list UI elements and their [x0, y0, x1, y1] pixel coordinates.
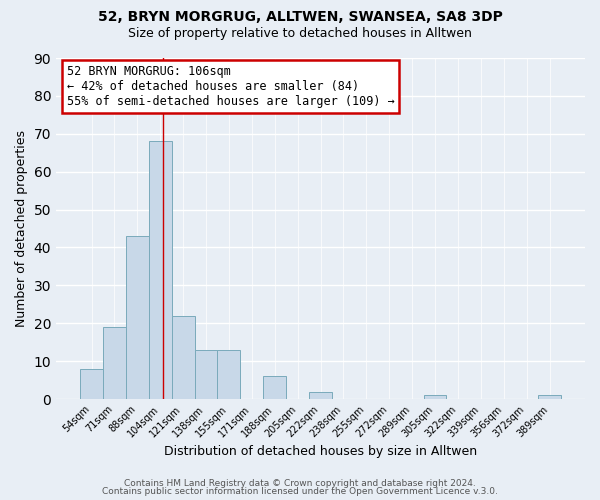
Text: 52, BRYN MORGRUG, ALLTWEN, SWANSEA, SA8 3DP: 52, BRYN MORGRUG, ALLTWEN, SWANSEA, SA8 …	[98, 10, 502, 24]
Text: Contains public sector information licensed under the Open Government Licence v.: Contains public sector information licen…	[102, 487, 498, 496]
Bar	[149, 142, 172, 399]
Bar	[172, 316, 194, 399]
Bar	[103, 327, 126, 399]
Bar	[263, 376, 286, 399]
Bar	[194, 350, 217, 399]
Text: Size of property relative to detached houses in Alltwen: Size of property relative to detached ho…	[128, 28, 472, 40]
Bar	[424, 396, 446, 399]
Bar	[217, 350, 241, 399]
Bar	[126, 236, 149, 399]
Bar	[309, 392, 332, 399]
X-axis label: Distribution of detached houses by size in Alltwen: Distribution of detached houses by size …	[164, 444, 477, 458]
Text: 52 BRYN MORGRUG: 106sqm
← 42% of detached houses are smaller (84)
55% of semi-de: 52 BRYN MORGRUG: 106sqm ← 42% of detache…	[67, 65, 394, 108]
Bar	[538, 396, 561, 399]
Text: Contains HM Land Registry data © Crown copyright and database right 2024.: Contains HM Land Registry data © Crown c…	[124, 478, 476, 488]
Bar	[80, 369, 103, 399]
Y-axis label: Number of detached properties: Number of detached properties	[15, 130, 28, 327]
